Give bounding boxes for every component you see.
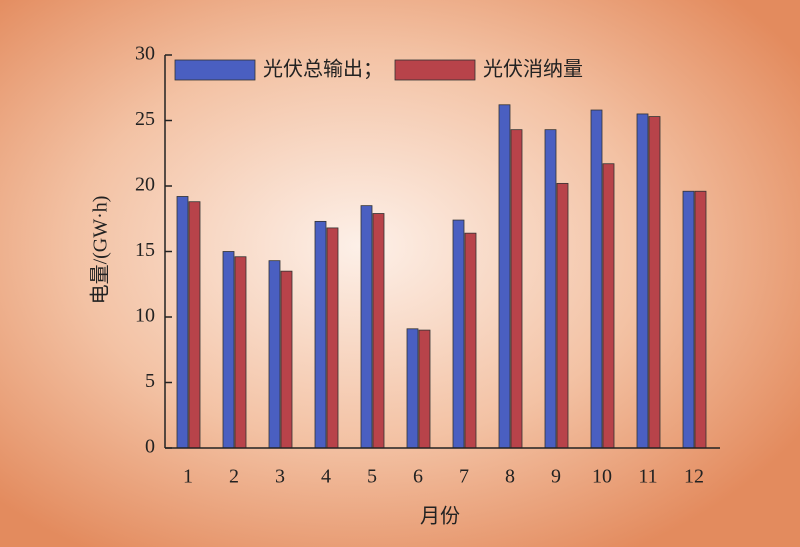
bar (234, 256, 247, 449)
bar (176, 196, 189, 449)
y-axis-label: 电量/(GW·h) (89, 196, 112, 305)
x-tick-label: 11 (638, 466, 657, 488)
y-tick-label: 15 (135, 239, 155, 261)
bar (268, 260, 281, 449)
bar (188, 201, 201, 449)
bar (498, 104, 511, 449)
bar (602, 163, 615, 449)
x-tick-label: 10 (592, 466, 612, 488)
bar (544, 129, 557, 449)
y-tick-label: 20 (135, 174, 155, 196)
x-tick-label: 7 (459, 466, 469, 488)
bar (510, 129, 523, 449)
bar (636, 113, 649, 449)
bar (418, 329, 431, 449)
x-tick-label: 8 (505, 466, 515, 488)
legend-label: 光伏消纳量 (483, 58, 583, 81)
bar (452, 219, 465, 449)
legend-label: 光伏总输出； (263, 58, 383, 81)
y-tick-label: 5 (145, 370, 155, 392)
bar (464, 232, 477, 449)
x-tick-label: 6 (413, 466, 423, 488)
legend-swatch (174, 59, 256, 81)
bar (280, 270, 293, 449)
bar (556, 182, 569, 449)
bar (406, 328, 419, 449)
y-tick-label: 0 (145, 436, 155, 458)
bar (326, 227, 339, 449)
bar (682, 190, 695, 449)
y-tick-label: 10 (135, 305, 155, 327)
bar (694, 190, 707, 449)
x-tick-label: 1 (183, 466, 193, 488)
x-tick-label: 2 (229, 466, 239, 488)
bar (648, 116, 661, 449)
y-tick-label: 30 (135, 43, 155, 65)
x-tick-label: 4 (321, 466, 331, 488)
legend-swatch (394, 59, 476, 81)
bar (372, 213, 385, 449)
x-tick-label: 3 (275, 466, 285, 488)
y-tick-label: 25 (135, 108, 155, 130)
x-tick-label: 12 (684, 466, 704, 488)
bar (314, 220, 327, 449)
bar (360, 205, 373, 449)
bar (590, 109, 603, 449)
x-axis-label: 月份 (420, 505, 460, 528)
bar (222, 251, 235, 449)
x-tick-label: 9 (551, 466, 561, 488)
x-tick-label: 5 (367, 466, 377, 488)
